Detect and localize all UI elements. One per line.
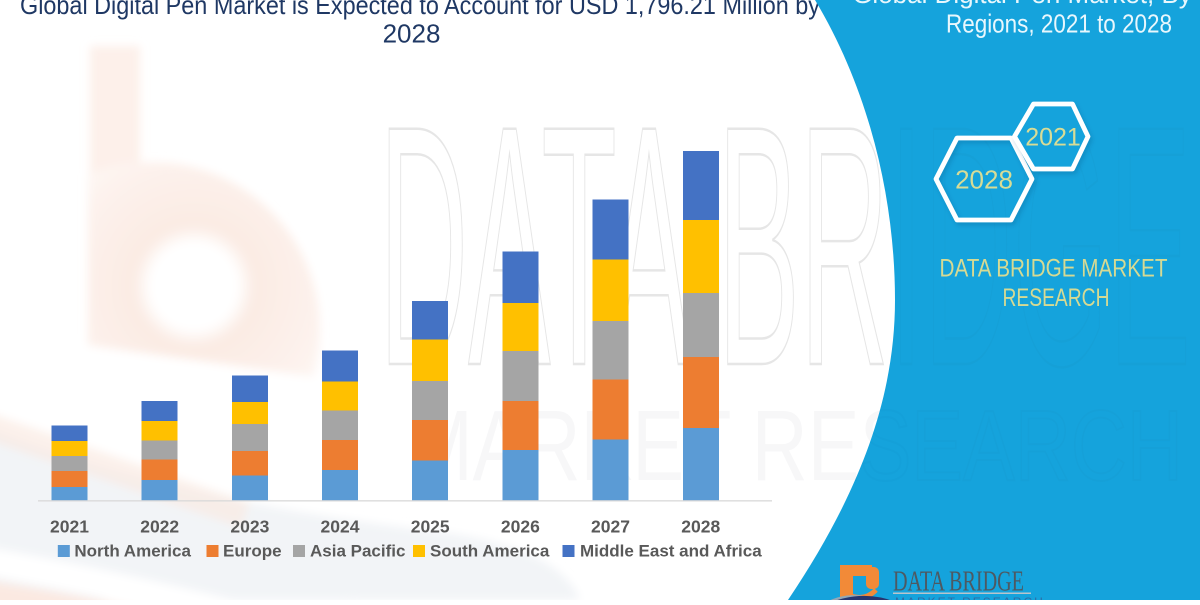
svg-text:2028: 2028 bbox=[681, 517, 720, 537]
svg-text:RESEARCH: RESEARCH bbox=[1003, 284, 1110, 312]
svg-text:2021: 2021 bbox=[1025, 124, 1081, 152]
svg-text:2021: 2021 bbox=[50, 517, 89, 537]
svg-text:2026: 2026 bbox=[501, 517, 540, 537]
svg-text:Europe: Europe bbox=[223, 542, 282, 561]
svg-text:Global Digital Pen Market is E: Global Digital Pen Market is Expected to… bbox=[20, 0, 820, 20]
svg-text:2028: 2028 bbox=[383, 19, 441, 49]
svg-text:2025: 2025 bbox=[411, 517, 450, 537]
svg-text:2024: 2024 bbox=[321, 517, 360, 537]
svg-text:2023: 2023 bbox=[230, 517, 269, 537]
svg-text:MARKET RESEARCH: MARKET RESEARCH bbox=[895, 595, 1045, 600]
svg-text:DATA BRIDGE: DATA BRIDGE bbox=[893, 567, 1024, 598]
svg-text:2027: 2027 bbox=[591, 517, 630, 537]
svg-text:Middle East and Africa: Middle East and Africa bbox=[580, 542, 762, 561]
svg-text:Global Digital Pen Market, By: Global Digital Pen Market, By bbox=[852, 0, 1192, 9]
svg-text:North America: North America bbox=[74, 542, 191, 561]
svg-text:Regions, 2021 to 2028: Regions, 2021 to 2028 bbox=[946, 9, 1172, 39]
svg-text:South America: South America bbox=[430, 542, 550, 561]
svg-text:Asia Pacific: Asia Pacific bbox=[310, 542, 405, 561]
svg-text:2022: 2022 bbox=[140, 517, 179, 537]
svg-text:2028: 2028 bbox=[955, 165, 1013, 195]
svg-text:DATA BRIDGE MARKET: DATA BRIDGE MARKET bbox=[940, 255, 1168, 283]
